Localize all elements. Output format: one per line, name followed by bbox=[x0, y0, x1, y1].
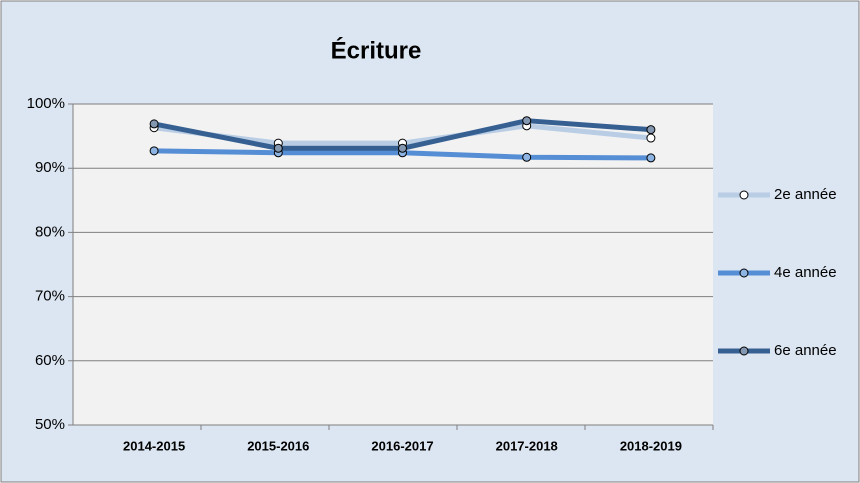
legend-label: 4e année bbox=[774, 264, 837, 281]
marker bbox=[522, 116, 532, 126]
y-tick-label: 50% bbox=[35, 416, 65, 433]
marker bbox=[273, 143, 283, 153]
x-tick-label: 2015-2016 bbox=[247, 438, 309, 453]
marker bbox=[149, 146, 159, 156]
chart-title: Écriture bbox=[331, 36, 422, 64]
y-tick-label: 60% bbox=[35, 352, 65, 369]
legend-marker bbox=[739, 346, 749, 356]
x-tick-label: 2016-2017 bbox=[371, 438, 433, 453]
y-tick-label: 80% bbox=[35, 223, 65, 240]
y-tick-label: 70% bbox=[35, 288, 65, 305]
marker bbox=[646, 125, 656, 135]
marker bbox=[646, 153, 656, 163]
legend-label: 6e année bbox=[774, 342, 837, 359]
legend-label: 2e année bbox=[774, 186, 837, 203]
legend-marker bbox=[739, 268, 749, 278]
x-tick-label: 2018-2019 bbox=[620, 438, 682, 453]
marker bbox=[398, 143, 407, 153]
x-tick-label: 2014-2015 bbox=[123, 438, 185, 453]
marker bbox=[522, 152, 532, 162]
marker bbox=[149, 119, 159, 129]
legend-marker bbox=[739, 190, 749, 200]
y-tick-label: 90% bbox=[35, 159, 65, 176]
y-tick-label: 100% bbox=[27, 95, 65, 112]
x-tick-label: 2017-2018 bbox=[496, 438, 558, 453]
marker bbox=[646, 133, 656, 143]
